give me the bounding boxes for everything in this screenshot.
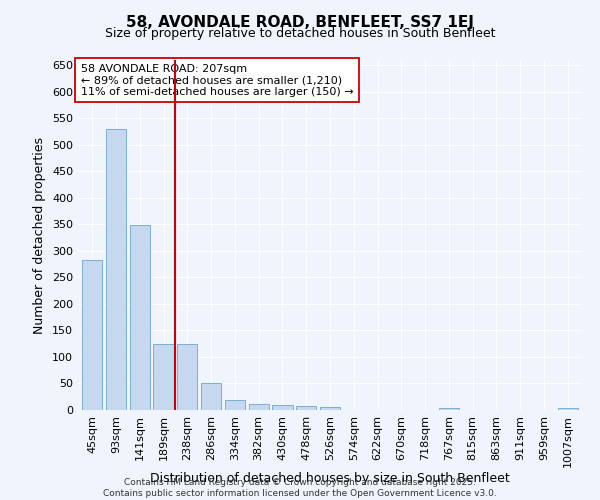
Text: Size of property relative to detached houses in South Benfleet: Size of property relative to detached ho… [105,28,495,40]
Y-axis label: Number of detached properties: Number of detached properties [34,136,46,334]
Bar [248,404,269,410]
Bar [296,406,316,410]
Bar [82,260,103,410]
Bar [272,404,293,410]
Bar [557,408,578,410]
Text: 58, AVONDALE ROAD, BENFLEET, SS7 1EJ: 58, AVONDALE ROAD, BENFLEET, SS7 1EJ [126,15,474,30]
Bar [320,408,340,410]
Bar [130,226,150,410]
Text: Contains HM Land Registry data © Crown copyright and database right 2025.
Contai: Contains HM Land Registry data © Crown c… [103,478,497,498]
Bar [106,129,126,410]
Bar [439,408,459,410]
Bar [154,344,173,410]
Bar [177,344,197,410]
Bar [225,400,245,410]
X-axis label: Distribution of detached houses by size in South Benfleet: Distribution of detached houses by size … [150,472,510,486]
Bar [201,384,221,410]
Text: 58 AVONDALE ROAD: 207sqm
← 89% of detached houses are smaller (1,210)
11% of sem: 58 AVONDALE ROAD: 207sqm ← 89% of detach… [80,64,353,96]
